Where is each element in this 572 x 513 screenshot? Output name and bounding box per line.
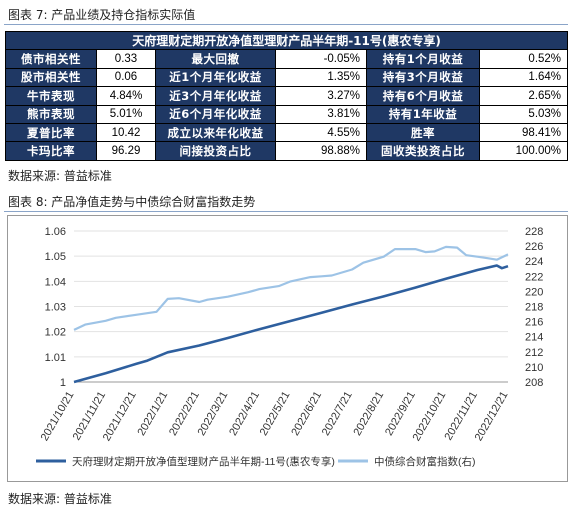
metric-value: 1.35%	[275, 67, 367, 88]
table-row: 债市相关性 0.33 最大回撤 -0.05% 持有1个月收益 0.52%	[5, 49, 569, 69]
source-note: 数据来源: 普益标准	[8, 492, 112, 506]
legend-label: 天府理财定期开放净值型理财产品半年期-11号(惠农专享)	[72, 455, 335, 468]
metric-value: -0.05%	[275, 49, 367, 69]
metric-label: 最大回撤	[155, 49, 276, 69]
legend-label: 中债综合财富指数(右)	[374, 455, 476, 468]
metric-value: 5.03%	[478, 104, 569, 124]
table-row: 夏普比率 10.42 成立以来年化收益 4.55% 胜率 98.41%	[5, 122, 569, 143]
metric-value: 96.29	[96, 141, 156, 161]
metric-label: 牛市表现	[5, 86, 97, 106]
index-series-line	[73, 245, 509, 331]
x-tick-label: 2022/8/21	[351, 390, 386, 438]
caption-divider	[4, 211, 568, 212]
metric-value: 2.65%	[478, 86, 569, 106]
metric-value: 0.33	[96, 49, 156, 69]
metric-value: 100.00%	[478, 141, 569, 161]
right-tick-label: 220	[525, 286, 543, 298]
metric-label: 持有3个月收益	[366, 67, 480, 88]
metric-value: 98.41%	[478, 122, 569, 143]
metric-value: 3.81%	[275, 104, 367, 124]
line-chart: 1 1.01 1.02 1.03 1.04 1.05 1.06 208 210 212 214 21…	[36, 226, 543, 468]
table-row: 牛市表现 4.84% 近3个月年化收益 3.27% 持有6个月收益 2.65%	[5, 86, 569, 106]
metric-label: 固收类投资占比	[366, 141, 480, 161]
metric-value: 5.01%	[96, 104, 156, 124]
x-tick-label: 2022/5/21	[258, 390, 293, 438]
x-tick-label: 2022/6/21	[289, 390, 324, 438]
left-tick-label: 1	[60, 377, 66, 389]
right-tick-label: 218	[525, 302, 543, 314]
left-axis-ticks: 1 1.01 1.02 1.03 1.04 1.05 1.06	[45, 226, 66, 389]
metric-label: 股市相关性	[5, 67, 97, 88]
metric-label: 卡玛比率	[5, 141, 97, 161]
right-axis-ticks: 208 210 212 214 216 218 220 222 224 226 228	[525, 226, 543, 389]
x-tick-label: 2022/7/21	[320, 390, 355, 438]
table-row: 股市相关性 0.06 近1个月年化收益 1.35% 持有3个月收益 1.64%	[5, 67, 569, 88]
left-tick-label: 1.04	[45, 276, 66, 288]
right-tick-label: 224	[525, 256, 543, 268]
left-tick-label: 1.06	[45, 226, 66, 238]
metric-value: 4.55%	[275, 122, 367, 143]
metric-label: 熊市表现	[5, 104, 97, 124]
metric-value: 1.64%	[478, 67, 569, 88]
metric-label: 间接投资占比	[155, 141, 276, 161]
product-series-line	[73, 264, 509, 384]
x-tick-label: 2022/1/21	[135, 390, 170, 438]
metric-label: 胜率	[366, 122, 480, 143]
metric-label: 近6个月年化收益	[155, 104, 276, 124]
grid-lines	[74, 230, 508, 383]
table-row: 熊市表现 5.01% 近6个月年化收益 3.81% 持有1年收益 5.03%	[5, 104, 569, 124]
metric-value: 4.84%	[96, 86, 156, 106]
right-tick-label: 208	[525, 377, 543, 389]
metric-label: 成立以来年化收益	[155, 122, 276, 143]
x-tick-label: 2022/9/21	[383, 390, 418, 438]
metric-label: 夏普比率	[5, 122, 97, 143]
chart-legend: 天府理财定期开放净值型理财产品半年期-11号(惠农专享) 中债综合财富指数(右)	[36, 455, 476, 468]
metrics-table: 天府理财定期开放净值型理财产品半年期-11号(惠农专享) 债市相关性 0.33 最大…	[4, 30, 569, 161]
table-row: 卡玛比率 96.29 间接投资占比 98.88% 固收类投资占比 100.00%	[5, 141, 569, 161]
metric-value: 3.27%	[275, 86, 367, 106]
metric-label: 持有6个月收益	[366, 86, 480, 106]
metric-label: 近1个月年化收益	[155, 67, 276, 88]
metric-value: 98.88%	[275, 141, 367, 161]
table-title: 天府理财定期开放净值型理财产品半年期-11号(惠农专享)	[4, 30, 569, 51]
right-tick-label: 212	[525, 347, 543, 359]
left-tick-label: 1.01	[45, 352, 66, 364]
left-tick-label: 1.02	[45, 327, 66, 339]
left-tick-label: 1.05	[45, 251, 66, 263]
metric-value: 0.52%	[478, 49, 569, 69]
right-tick-label: 210	[525, 362, 543, 374]
x-axis-ticks: 2021/10/212021/11/212021/12/212022/1/212…	[39, 390, 511, 444]
caption-divider	[4, 24, 568, 25]
left-tick-label: 1.03	[45, 302, 66, 314]
right-tick-label: 222	[525, 271, 543, 283]
chart-frame: 1 1.01 1.02 1.03 1.04 1.05 1.06 208 210 212 214 21…	[7, 215, 568, 482]
metric-value: 10.42	[96, 122, 156, 143]
x-tick-label: 2022/4/21	[227, 390, 262, 438]
right-tick-label: 228	[525, 226, 543, 238]
metric-label: 债市相关性	[5, 49, 97, 69]
metric-label: 持有1年收益	[366, 104, 480, 124]
right-tick-label: 216	[525, 317, 543, 329]
series-lines	[73, 245, 509, 384]
metric-label: 持有1个月收益	[366, 49, 480, 69]
right-tick-label: 214	[525, 332, 543, 344]
metric-value: 0.06	[96, 67, 156, 88]
chart-caption: 图表 8: 产品净值走势与中债综合财富指数走势	[8, 195, 256, 209]
metric-label: 近3个月年化收益	[155, 86, 276, 106]
right-tick-label: 226	[525, 241, 543, 253]
source-note: 数据来源: 普益标准	[8, 169, 112, 183]
table-caption: 图表 7: 产品业绩及持仓指标实际值	[8, 8, 196, 22]
